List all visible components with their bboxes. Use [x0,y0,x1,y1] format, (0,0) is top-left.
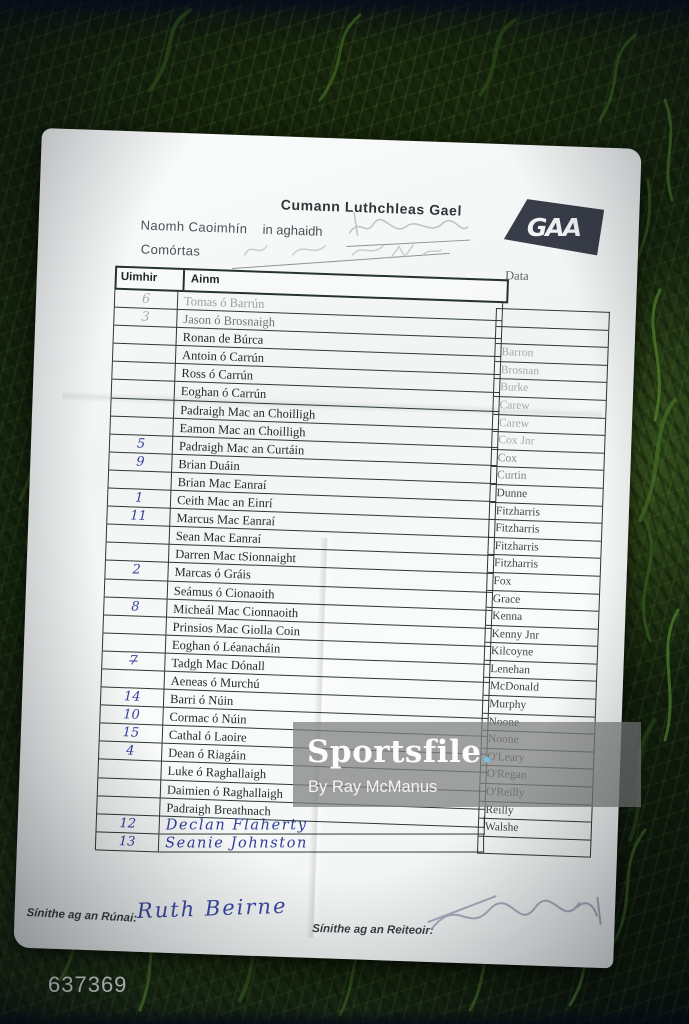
player-number: 15 [99,723,164,744]
watermark-brand-text: Sportsfile [307,734,482,770]
player-number [98,759,162,781]
watermark-dot: . [481,734,493,770]
player-number [101,669,166,690]
player-number [97,777,162,799]
player-number: 6 [114,289,179,310]
player-number: 14 [100,687,165,708]
player-number [103,615,167,636]
player-number: 8 [104,597,168,618]
player-number [112,343,177,365]
competition-label: Comórtas [140,241,201,259]
player-number: 3 [114,307,178,329]
table-row: 13 Seanie Johnston [95,832,485,864]
player-number: 5 [109,434,174,455]
player-name: Seanie Johnston [159,834,485,853]
player-number [111,380,176,401]
player-number: 13 [95,832,160,853]
player-number: 12 [96,814,161,835]
player-number [110,416,174,437]
team-name: Naomh Caoimhín [140,217,248,237]
player-name: Declan Flaherty [159,816,485,835]
gaa-logo: GAA [503,197,605,258]
paper-sheet: Cumann Luthchleas Gael Naomh Caoimhín in… [13,128,642,969]
player-number [105,542,170,564]
player-number [102,633,167,654]
player-number [106,524,171,546]
player-number [97,795,161,817]
gaa-logo-text: GAA [527,212,581,242]
player-number: 1 [107,488,172,509]
column-header-number: Uimhir [116,267,186,291]
player-number: 10 [100,705,164,726]
player-number: 4 [98,741,163,763]
watermark-band: Sportsfile. By Ray McManus [293,722,641,807]
player-number [113,325,178,347]
player-number [110,398,175,419]
player-number: 11 [107,506,171,527]
photo-id: 637369 [48,972,128,997]
secretary-signature: Ruth Beirne [136,893,288,924]
player-data [477,836,591,858]
player-number: 7 [102,651,166,672]
watermark-byline: By Ray McManus [308,778,438,796]
referee-signature-scribble [427,895,602,930]
referee-signature-label: Sínithe ag an Reiteoir: [312,922,434,938]
player-number [104,578,169,600]
player-number: 2 [105,560,169,582]
secretary-signature-label: Sínithe ag an Rúnai: [26,906,138,925]
watermark-brand: Sportsfile. [307,734,493,770]
player-number [112,361,176,383]
player-number: 9 [109,452,173,473]
player-number [108,470,173,491]
